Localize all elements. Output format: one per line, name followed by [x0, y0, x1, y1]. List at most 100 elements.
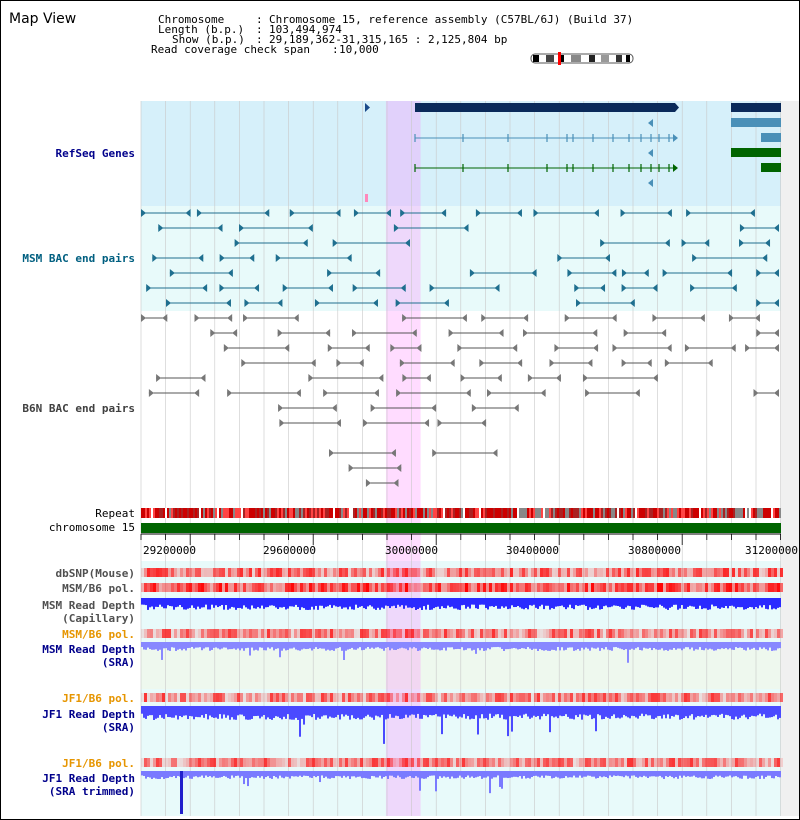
repeat-segment	[745, 508, 747, 518]
bac-end-marker	[498, 329, 504, 337]
track-label-msm-bac[interactable]: MSM BAC end pairs	[22, 252, 135, 265]
depth-bar	[461, 642, 463, 648]
depth-bar	[619, 598, 621, 607]
repeat-segment	[237, 508, 239, 518]
depth-bar	[667, 771, 669, 777]
track-label-b6n-bac[interactable]: B6N BAC end pairs	[22, 402, 135, 415]
depth-bar	[213, 598, 215, 608]
track-label-chromosome[interactable]: chromosome 15	[48, 521, 135, 534]
axis-tick-label: 30800000	[628, 544, 681, 557]
track-label-jf1-b6-pol-trim[interactable]: JF1/B6 pol.	[62, 757, 135, 770]
depth-bar	[597, 771, 599, 779]
heat-cell	[213, 693, 216, 702]
heat-cell	[597, 629, 600, 638]
heat-cell	[762, 583, 765, 592]
depth-bar	[755, 598, 757, 608]
heat-cell	[474, 583, 477, 592]
depth-bar	[709, 642, 711, 649]
heat-cell	[579, 568, 582, 577]
heat-cell	[330, 693, 333, 702]
repeat-segment	[367, 508, 369, 518]
heat-cell	[420, 758, 423, 767]
depth-bar	[427, 771, 429, 778]
depth-bar	[185, 642, 187, 651]
heat-cell	[525, 629, 528, 638]
heat-cell	[681, 693, 684, 702]
depth-bar	[535, 642, 537, 649]
heat-cell	[195, 693, 198, 702]
depth-bar	[275, 598, 277, 608]
heat-cell	[636, 758, 639, 767]
depth-bar	[155, 598, 157, 607]
track-label-msm-depth-sra[interactable]: MSM Read Depth (SRA)	[42, 643, 135, 669]
heat-cell	[708, 568, 711, 577]
heat-cell	[498, 758, 501, 767]
bac-end-marker	[745, 344, 751, 352]
depth-bar	[429, 642, 431, 648]
heat-cell	[558, 758, 561, 767]
repeat-segment	[361, 508, 363, 518]
repeat-segment	[303, 508, 305, 518]
repeat-segment	[719, 508, 721, 518]
heat-cell	[588, 758, 591, 767]
depth-bar	[309, 598, 311, 610]
depth-bar	[591, 642, 593, 648]
depth-bar	[705, 598, 707, 609]
depth-bar	[395, 598, 397, 609]
heat-cell	[678, 693, 681, 702]
depth-bar	[447, 598, 449, 606]
depth-bar	[713, 598, 715, 607]
depth-bar	[421, 642, 423, 649]
repeat-segment	[349, 508, 351, 518]
depth-bar	[221, 598, 223, 605]
heat-cell	[390, 758, 393, 767]
depth-bar	[773, 771, 775, 779]
track-label-msm-depth-capillary[interactable]: MSM Read Depth (Capillary)	[42, 599, 135, 625]
bac-end-marker	[400, 284, 406, 292]
heat-cell	[714, 758, 717, 767]
depth-bar	[583, 642, 585, 650]
depth-bar	[637, 706, 639, 719]
depth-bar	[647, 771, 649, 779]
track-label-dbsnp[interactable]: dbSNP(Mouse)	[55, 567, 135, 580]
label-line-2: (SRA)	[101, 721, 135, 734]
heat-cell	[159, 758, 162, 767]
heat-cell	[447, 693, 450, 702]
heat-cell	[591, 583, 594, 592]
heat-cell	[621, 693, 624, 702]
depth-bar	[635, 706, 637, 718]
track-label-jf1-b6-pol[interactable]: JF1/B6 pol.	[62, 692, 135, 705]
track-label-jf1-depth-trimmed[interactable]: JF1 Read Depth (SRA trimmed)	[42, 772, 135, 798]
depth-bar	[631, 771, 633, 776]
heat-cell	[225, 693, 228, 702]
depth-bar	[191, 771, 193, 779]
bac-end-marker	[194, 314, 200, 322]
track-label-refseq[interactable]: RefSeq Genes	[55, 147, 135, 160]
depth-bar	[697, 706, 699, 716]
depth-bar	[671, 642, 673, 650]
heat-cell	[516, 568, 519, 577]
track-label-jf1-depth-sra[interactable]: JF1 Read Depth (SRA)	[42, 708, 135, 734]
heat-cell	[192, 758, 195, 767]
depth-bar	[165, 642, 167, 649]
depth-bar	[569, 642, 571, 648]
depth-bar	[451, 642, 453, 648]
heat-cell	[162, 583, 165, 592]
depth-bar	[145, 771, 147, 779]
repeat-segment	[607, 508, 609, 518]
heat-cell	[210, 629, 213, 638]
heat-cell	[702, 629, 705, 638]
heat-cell	[684, 583, 687, 592]
depth-bar	[699, 642, 701, 648]
track-label-repeat[interactable]: Repeat	[95, 507, 135, 520]
depth-bar	[467, 706, 469, 717]
depth-bar	[485, 706, 487, 719]
track-label-msm-b6-pol-sra[interactable]: MSM/B6 pol.	[62, 628, 135, 641]
heat-cell	[741, 568, 744, 577]
depth-bar	[345, 598, 347, 608]
depth-bar	[451, 706, 453, 717]
depth-bar	[281, 771, 283, 778]
track-label-msm-b6-pol[interactable]: MSM/B6 pol.	[62, 582, 135, 595]
depth-bar	[381, 598, 383, 608]
